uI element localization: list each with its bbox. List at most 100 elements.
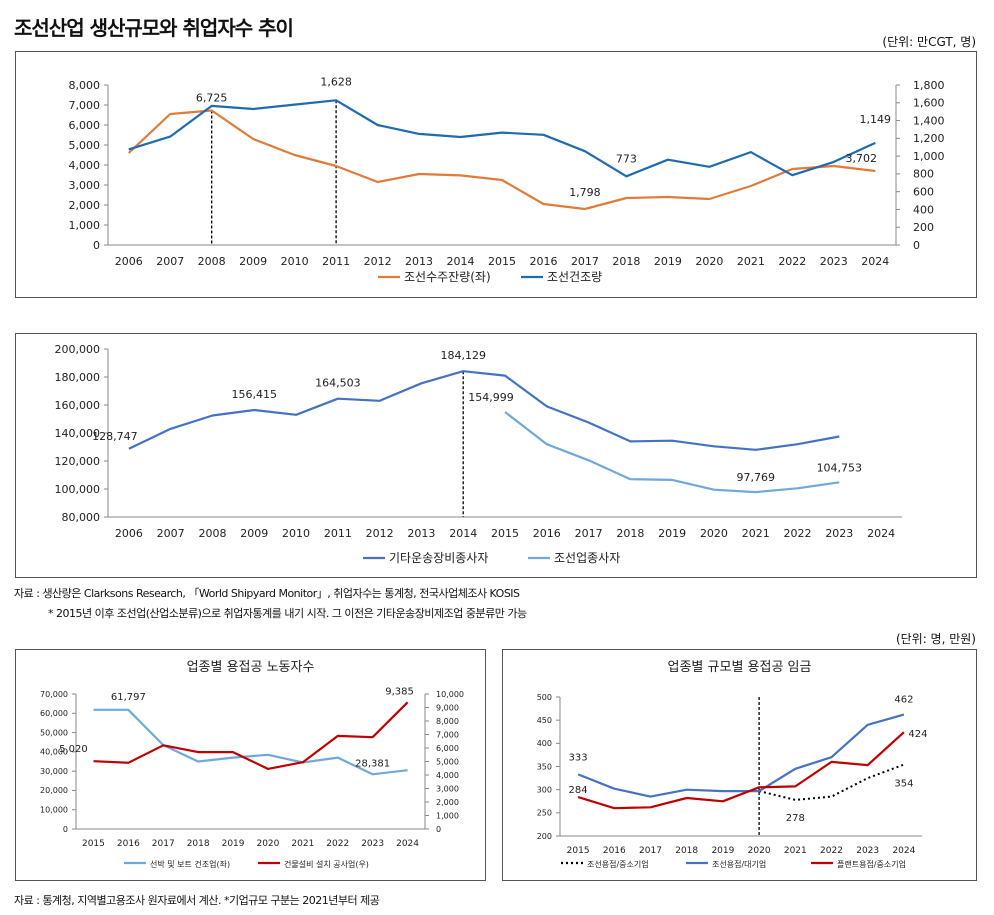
data-label: 1,798: [569, 186, 601, 199]
x-tick-label: 2018: [675, 846, 698, 856]
data-label: 28,381: [355, 758, 390, 769]
series-line-0: [127, 109, 876, 211]
y-tick-label-left: 3,000: [69, 179, 101, 192]
data-label: 354: [894, 779, 913, 790]
x-tick-label: 2017: [575, 527, 603, 540]
x-tick-label: 2024: [892, 846, 915, 856]
chart-4-svg: 업종별 규모별 용접공 임금 200 250 300 350 400 450 500 2015 2…: [537, 660, 928, 869]
chart-panel-1: 0 1,000 2,000 3,000 4,000 5,000 6,000 7,000 8,00…: [15, 51, 977, 298]
x-tick-label: 2020: [256, 839, 279, 849]
chart-1-svg: 0 1,000 2,000 3,000 4,000 5,000 6,000 7,000 8,00…: [69, 75, 945, 284]
y-tick-label-right: 9,000: [436, 703, 459, 712]
data-label: 773: [616, 152, 637, 165]
y-tick-label-left: 40,000: [40, 748, 68, 757]
x-tick-label: 2016: [603, 846, 626, 856]
y-tick-label-right: 1,000: [436, 811, 459, 820]
x-tick-label: 2011: [322, 255, 350, 268]
series-line-1: [93, 701, 409, 770]
y-tick-label-left: 80,000: [62, 511, 101, 524]
x-tick-label: 2012: [364, 255, 392, 268]
x-tick-label: 2018: [616, 527, 644, 540]
y-tick-label-left: 70,000: [40, 690, 68, 699]
x-tick-label: 2021: [737, 255, 765, 268]
y-tick-label-right: 10,000: [436, 690, 464, 699]
x-tick-label: 2020: [695, 255, 723, 268]
series-line-1: [577, 713, 905, 798]
x-tick-label: 2023: [856, 846, 879, 856]
x-tick-label: 2018: [187, 839, 210, 849]
y-tick-label-left: 20,000: [40, 786, 68, 795]
x-tick-label: 2016: [529, 255, 557, 268]
chart-title: 업종별 용접공 노동자수: [187, 660, 315, 675]
data-label: 97,769: [736, 471, 775, 484]
x-tick-label: 2008: [198, 255, 226, 268]
x-tick-label: 2019: [654, 255, 682, 268]
legend-label: 조선용접/대기업: [712, 859, 766, 869]
x-tick-label: 2009: [239, 255, 267, 268]
x-tick-label: 2013: [405, 255, 433, 268]
x-tick-label: 2008: [198, 527, 226, 540]
x-tick-label: 2021: [742, 527, 770, 540]
y-tick-label-left: 30,000: [40, 767, 68, 776]
y-tick-label-left: 60,000: [40, 709, 68, 718]
y-tick-label-left: 6,000: [69, 119, 101, 132]
y-tick-label-left: 1,000: [69, 219, 101, 232]
x-tick-label: 2022: [778, 255, 806, 268]
y-tick-label-right: 5,000: [436, 757, 459, 766]
x-tick-label: 2007: [157, 527, 185, 540]
chart-panel-3: 업종별 용접공 노동자수 0 10,000 20,000 30,000 40,000 50,…: [15, 649, 486, 881]
y-tick-label-right: 600: [913, 186, 934, 199]
x-tick-label: 2020: [700, 527, 728, 540]
legend-label: 플랜트용접/중소기업: [837, 859, 906, 869]
x-tick-label: 2023: [820, 255, 848, 268]
legend-label: 조선건조량: [547, 270, 602, 284]
unit-label-bottom: (단위: 명, 만원): [895, 632, 976, 646]
x-tick-label: 2024: [396, 839, 419, 849]
legend-label: 건물설비 설치 공사업(우): [284, 859, 369, 869]
series-line-2: [577, 731, 905, 810]
x-tick-label: 2017: [571, 255, 599, 268]
y-tick-label-right: 4,000: [436, 771, 459, 780]
x-tick-label: 2019: [222, 839, 245, 849]
x-tick-label: 2013: [407, 527, 435, 540]
data-label: 9,385: [385, 686, 414, 697]
y-tick-label-right: 1,200: [913, 132, 945, 145]
x-tick-label: 2017: [639, 846, 662, 856]
chart-title: 업종별 규모별 용접공 임금: [668, 660, 812, 675]
y-tick-label-right: 400: [913, 203, 934, 216]
x-tick-label: 2009: [240, 527, 268, 540]
y-tick-label-left: 180,000: [55, 371, 101, 384]
y-tick-label-right: 200: [913, 221, 934, 234]
y-tick-label-right: 1,600: [913, 97, 945, 110]
x-tick-label: 2022: [326, 839, 349, 849]
y-tick-label-right: 800: [913, 168, 934, 181]
x-tick-label: 2019: [658, 527, 686, 540]
y-tick-label-right: 1,000: [913, 150, 945, 163]
data-label: 104,753: [817, 461, 863, 474]
data-label: 164,503: [315, 377, 361, 390]
x-tick-label: 2014: [449, 527, 477, 540]
x-tick-label: 2021: [784, 846, 807, 856]
legend-label: 선박 및 보트 건조업(좌): [150, 859, 230, 869]
y-tick-label-left: 300: [537, 785, 552, 794]
x-tick-label: 2024: [861, 255, 889, 268]
x-tick-label: 2016: [533, 527, 561, 540]
chart-panel-4: 업종별 규모별 용접공 임금 200 250 300 350 400 450 500 2015 2…: [502, 649, 977, 881]
data-label: 278: [786, 813, 805, 824]
source-note-2: 자료 : 통계청, 지역별고용조사 원자료에서 계산. *기업규모 구분는 20…: [14, 894, 380, 907]
x-tick-label: 2024: [867, 527, 895, 540]
y-tick-label-right: 3,000: [436, 784, 459, 793]
y-tick-label-left: 4,000: [69, 159, 101, 172]
y-tick-label-left: 7,000: [69, 99, 101, 112]
source-note-1b: * 2015년 이후 조선업(산업소분류)으로 취업자통계를 내기 시작. 그 …: [48, 607, 527, 620]
y-tick-label-right: 1,400: [913, 114, 945, 127]
y-tick-label-left: 0: [93, 239, 100, 252]
series-line-0: [128, 370, 840, 451]
data-label: 1,149: [860, 113, 892, 126]
x-tick-label: 2010: [282, 527, 310, 540]
y-tick-label-left: 120,000: [55, 455, 101, 468]
legend-label: 조선업종사자: [554, 551, 620, 565]
page-title: 조선산업 생산규모와 취업자수 추이: [14, 16, 294, 40]
x-tick-label: 2015: [82, 839, 105, 849]
x-tick-label: 2006: [115, 527, 143, 540]
